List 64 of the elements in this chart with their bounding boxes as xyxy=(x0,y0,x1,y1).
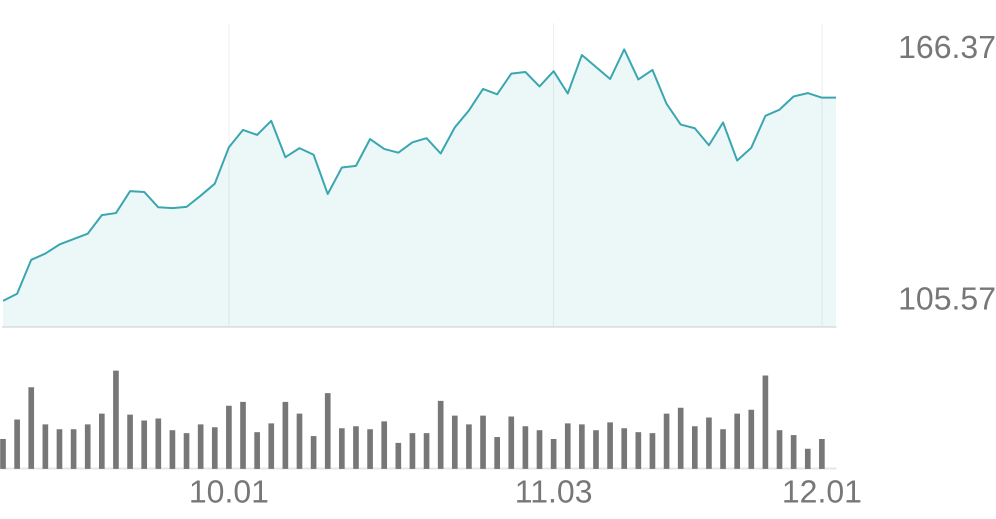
bar xyxy=(607,422,613,469)
bar xyxy=(381,421,388,469)
bar xyxy=(550,438,556,469)
bar xyxy=(127,414,133,469)
bar xyxy=(198,424,204,469)
bar xyxy=(367,429,373,469)
bar xyxy=(70,429,76,469)
bar xyxy=(113,370,119,469)
bar xyxy=(734,414,740,469)
bar xyxy=(42,424,48,469)
bar xyxy=(790,435,796,469)
x-tick-label: 12.01 xyxy=(782,474,862,510)
bar xyxy=(536,430,542,469)
bar xyxy=(28,387,34,469)
bar xyxy=(762,376,768,469)
bar xyxy=(324,393,331,469)
bar xyxy=(621,428,628,469)
bar xyxy=(0,438,6,469)
bar xyxy=(424,433,430,469)
bar xyxy=(395,442,402,469)
bar xyxy=(508,416,514,469)
bar xyxy=(282,402,288,469)
bar xyxy=(522,426,528,469)
bar xyxy=(141,420,148,469)
x-tick-label: 10.01 xyxy=(188,474,269,510)
bar xyxy=(226,406,232,469)
bar xyxy=(14,419,20,469)
bar xyxy=(254,432,260,469)
bar xyxy=(84,424,91,469)
y-tick-label: 166.37 xyxy=(898,29,996,66)
bar xyxy=(410,433,416,469)
bar xyxy=(480,416,486,469)
bar xyxy=(706,418,712,469)
bar xyxy=(155,418,162,469)
bar xyxy=(452,416,458,469)
x-tick-label: 11.03 xyxy=(514,474,592,510)
bar xyxy=(593,430,599,469)
bar xyxy=(579,424,585,469)
y-tick-label: 105.57 xyxy=(898,280,996,317)
bar xyxy=(678,408,684,469)
bar xyxy=(240,402,246,469)
bar xyxy=(56,429,62,469)
bar xyxy=(170,430,176,469)
bar xyxy=(748,410,754,469)
bar xyxy=(564,423,571,469)
bar xyxy=(636,432,642,469)
bar xyxy=(310,436,316,469)
bar xyxy=(353,426,359,469)
bar xyxy=(664,414,670,469)
bar xyxy=(212,427,218,469)
bar xyxy=(466,424,472,469)
bar xyxy=(804,448,811,469)
bar xyxy=(692,426,698,469)
bar xyxy=(438,400,444,469)
bar xyxy=(339,428,345,469)
bar xyxy=(494,437,500,469)
bar xyxy=(650,433,656,469)
bar xyxy=(776,430,782,469)
bar xyxy=(819,438,825,469)
bar xyxy=(296,414,302,469)
bar xyxy=(720,429,726,469)
bar xyxy=(268,423,274,469)
bar xyxy=(99,414,105,469)
bar xyxy=(184,433,190,469)
